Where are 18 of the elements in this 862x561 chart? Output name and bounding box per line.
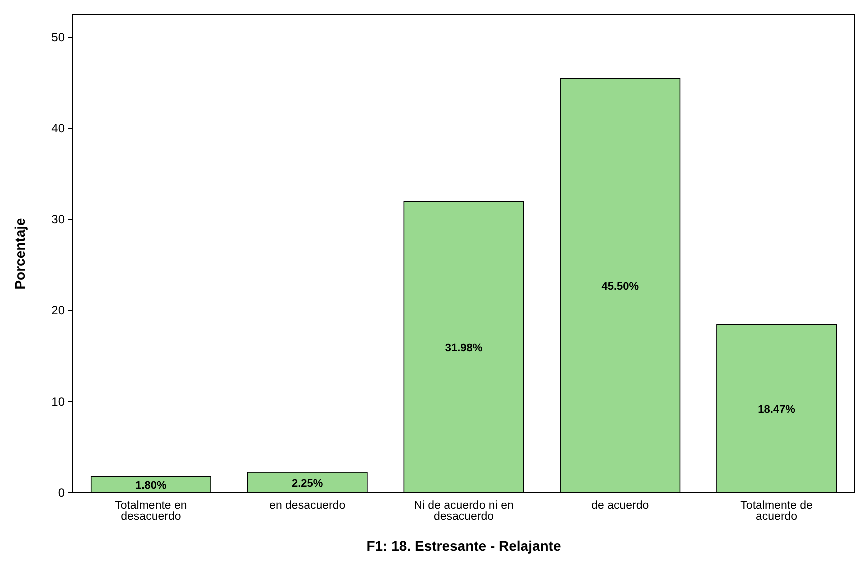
data-label: 2.25% — [292, 478, 324, 490]
y-tick-label: 10 — [52, 394, 66, 409]
data-label: 18.47% — [758, 404, 796, 416]
data-label: 45.50% — [602, 280, 640, 293]
data-label: 1.80% — [136, 480, 168, 492]
x-axis-title: F1: 18. Estresante - Relajante — [366, 538, 562, 554]
y-tick-label: 0 — [58, 486, 66, 500]
x-tick-label: Ni de acuerdo ni en desacuerdo — [414, 500, 514, 523]
data-label: 31.98% — [445, 342, 483, 354]
x-tick-label: Totalmente de acuerdo — [740, 500, 813, 523]
y-tick-label: 50 — [52, 30, 66, 45]
y-tick-label: 30 — [52, 212, 66, 227]
y-tick-label: 20 — [52, 304, 66, 318]
x-tick-label: en desacuerdo — [270, 500, 346, 512]
x-tick-label: Totalmente en desacuerdo — [115, 500, 188, 523]
y-tick-label: 40 — [52, 122, 66, 136]
x-tick-label: de acuerdo — [592, 500, 650, 512]
y-axis-title: Porcentaje — [12, 218, 28, 290]
